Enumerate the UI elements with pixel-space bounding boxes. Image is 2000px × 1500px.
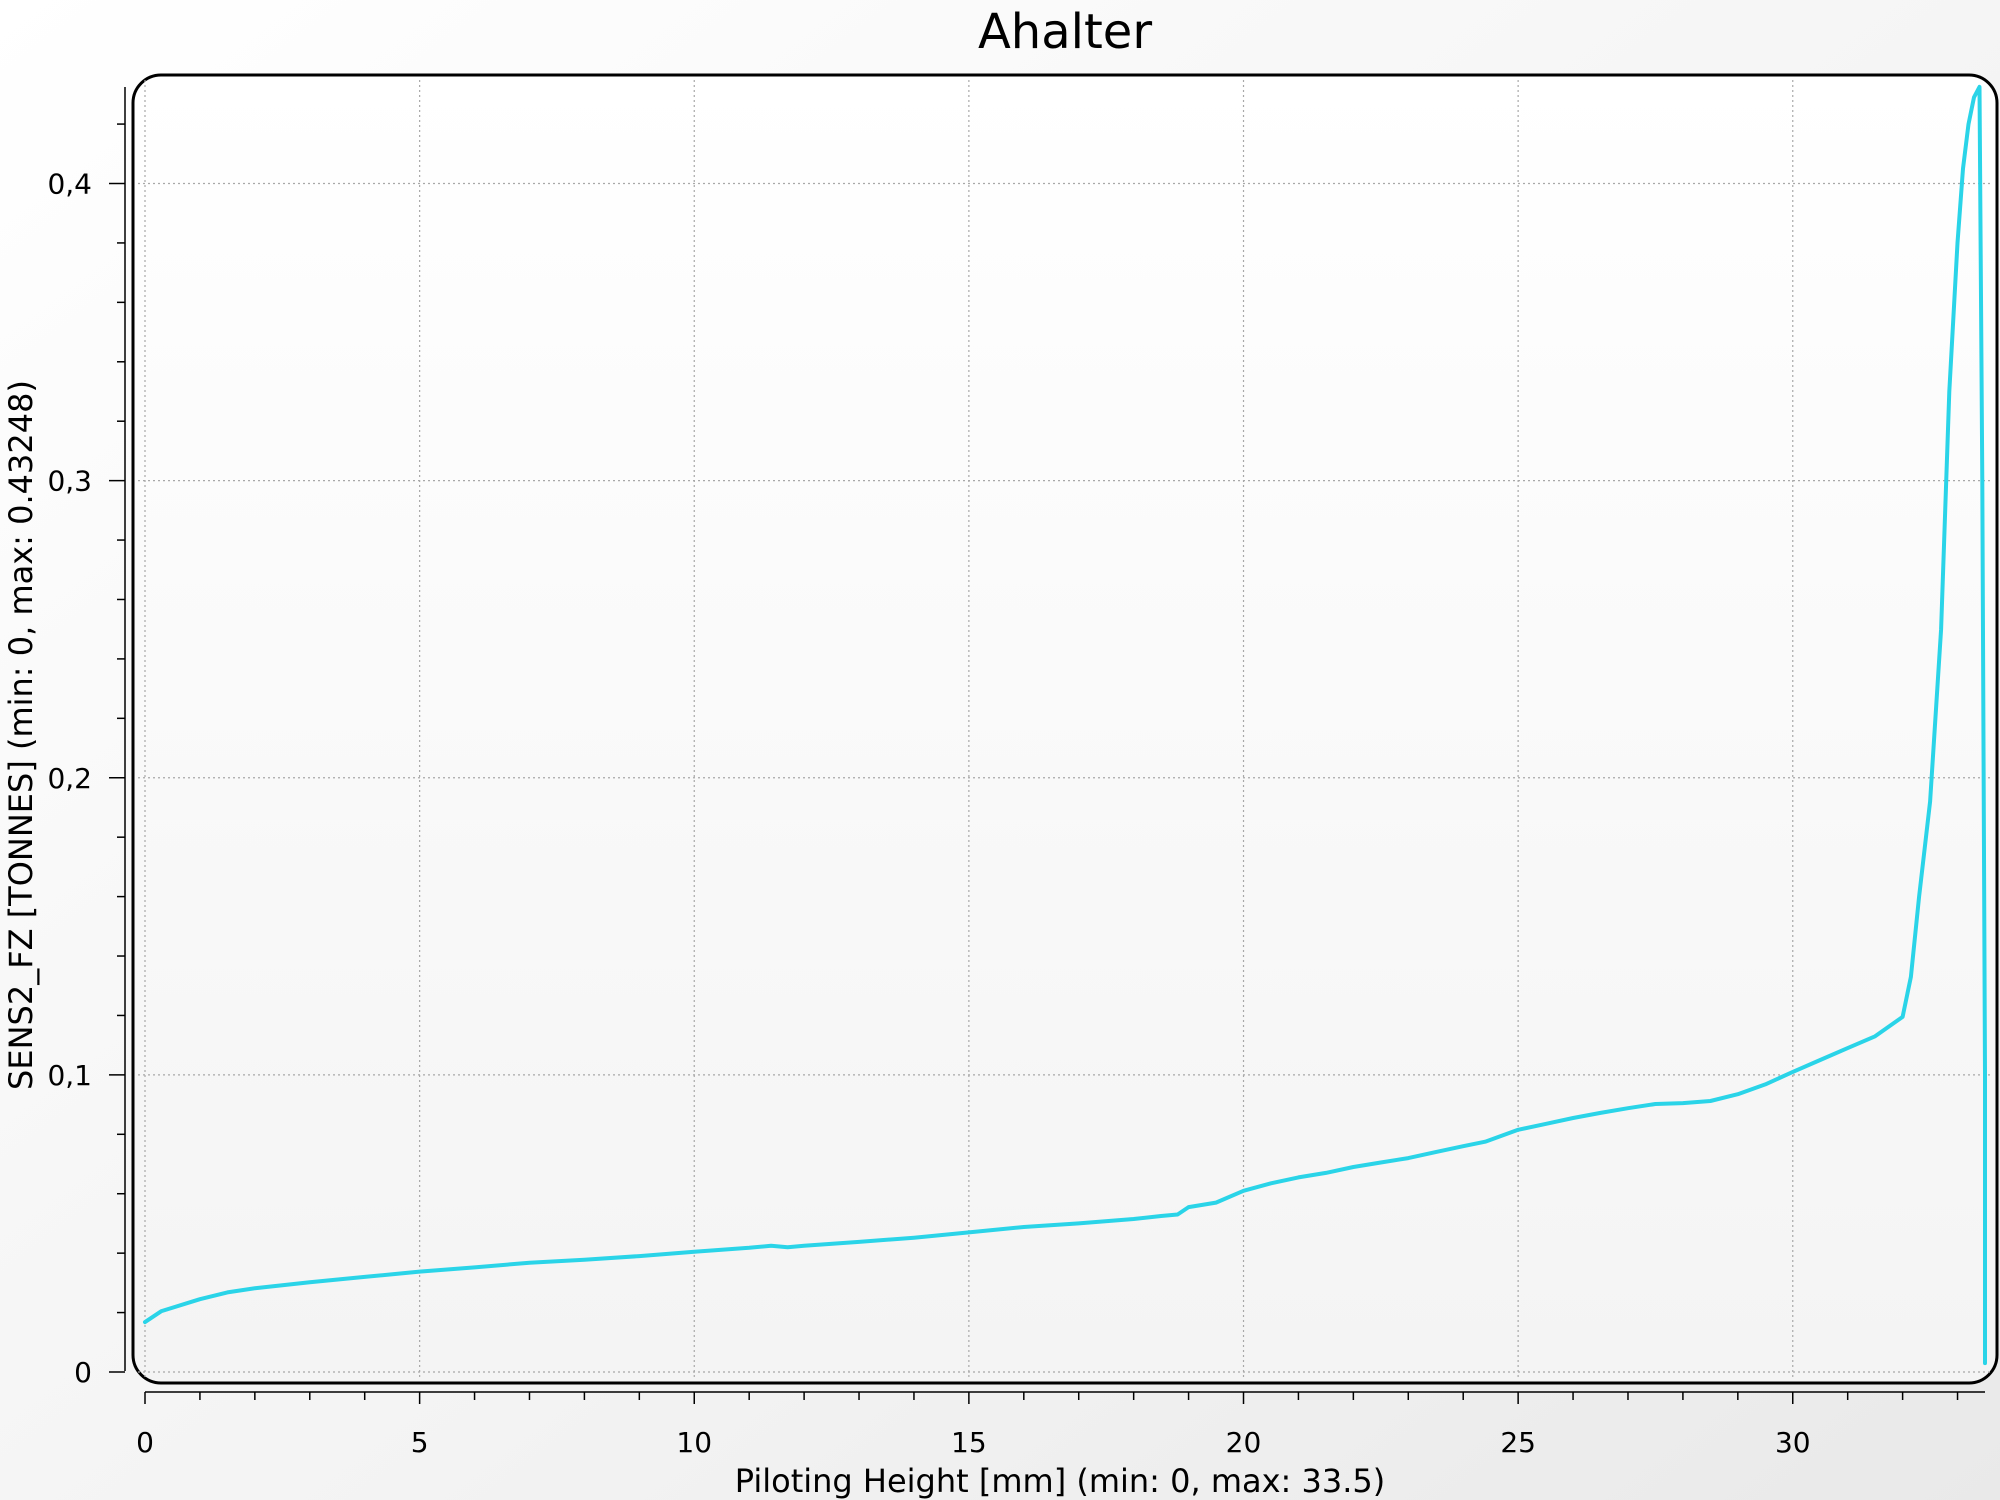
x-tick-label: 15: [951, 1426, 987, 1459]
y-tick-label: 0,2: [47, 762, 92, 795]
y-tick-label: 0: [74, 1356, 92, 1389]
x-axis-tick-labels: 0 5 10 15 20 25 30: [136, 1426, 1810, 1459]
x-gridlines: [144, 80, 1794, 1378]
x-tick-label: 0: [136, 1426, 154, 1459]
y-tick-label: 0,3: [47, 465, 92, 498]
x-tick-label: 5: [411, 1426, 429, 1459]
x-axis-ticks: [144, 1392, 1959, 1404]
y-tick-label: 0,1: [47, 1059, 92, 1092]
x-tick-label: 30: [1775, 1426, 1811, 1459]
y-tick-label: 0,4: [47, 168, 92, 201]
y-axis-title: SENS2_FZ [TONNES] (min: 0, max: 0.43248): [2, 380, 40, 1090]
y-axis-ticks: [109, 123, 125, 1373]
y-axis-tick-labels: 0 0,1 0,2 0,3 0,4: [47, 168, 92, 1389]
chart-title: Ahalter: [978, 4, 1152, 60]
plot-frame: [131, 73, 1999, 1385]
y-gridlines: [138, 182, 1992, 1373]
x-tick-label: 20: [1226, 1426, 1262, 1459]
x-axis-title: Piloting Height [mm] (min: 0, max: 33.5): [735, 1462, 1385, 1500]
x-tick-label: 25: [1500, 1426, 1536, 1459]
x-tick-label: 10: [676, 1426, 712, 1459]
series-line: [143, 84, 1987, 1366]
